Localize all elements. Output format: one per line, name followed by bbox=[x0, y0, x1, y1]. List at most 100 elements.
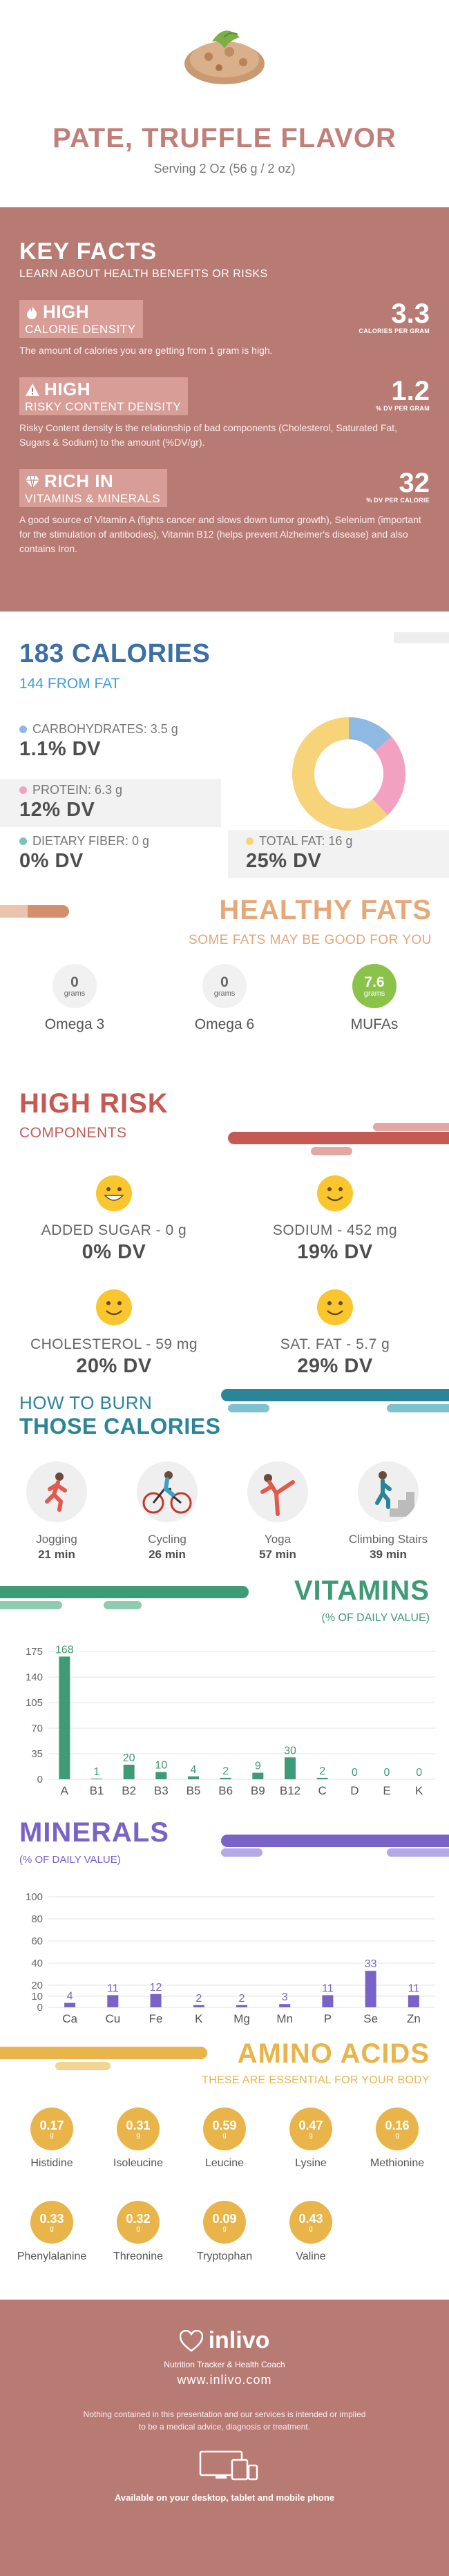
fat-value: 0 bbox=[220, 974, 229, 990]
macro-dv: 0% DV bbox=[19, 850, 84, 872]
amino-value: 0.17 bbox=[39, 2118, 64, 2132]
minerals-title: MINERALS bbox=[19, 1817, 169, 1848]
fat-unit: grams bbox=[213, 989, 236, 998]
activity-name: Yoga bbox=[264, 1533, 292, 1546]
pate-food-image bbox=[184, 30, 265, 84]
donut-slice-protein bbox=[372, 737, 405, 815]
legend-dot bbox=[19, 786, 27, 794]
legend-dot bbox=[19, 837, 27, 845]
amino-acids-section: AMINO ACIDS THESE ARE ESSENTIAL FOR YOUR… bbox=[0, 2038, 449, 2280]
amino-value: 0.32 bbox=[126, 2211, 151, 2226]
decorative-stripe bbox=[394, 632, 449, 643]
serving-size: Serving 2 Oz (56 g / 2 oz) bbox=[153, 162, 296, 176]
amino-acid-isoleucine: 0.31 g Isoleucine bbox=[93, 2108, 183, 2170]
high-risk-section: HIGH RISK COMPONENTS ADDED SUGAR - 0 g 0… bbox=[0, 1071, 449, 1389]
bar-value-label: 4 bbox=[67, 1991, 73, 2002]
macronutrient-donut-chart bbox=[292, 717, 405, 831]
y-tick-label: 20 bbox=[31, 1980, 43, 1991]
macro-row-background bbox=[228, 830, 449, 878]
amino-unit: g bbox=[395, 2131, 399, 2139]
amino-unit: g bbox=[136, 2131, 140, 2139]
key-fact-tag: RICH IN VITAMINS & MINERALS bbox=[19, 469, 168, 507]
grinning-face-icon bbox=[96, 1175, 132, 1211]
key-fact-label: CALORIE DENSITY bbox=[25, 323, 136, 336]
activity-name: Cycling bbox=[148, 1533, 187, 1546]
bar-p bbox=[322, 1995, 334, 2007]
y-tick-label: 140 bbox=[26, 1671, 43, 1683]
bar-value-label: 4 bbox=[191, 1764, 197, 1776]
macro-dv: 25% DV bbox=[246, 850, 322, 872]
risk-dv: 19% DV bbox=[297, 1241, 373, 1263]
bar-value-label: 0 bbox=[416, 1767, 422, 1779]
amino-value: 0.31 bbox=[126, 2118, 151, 2132]
bar-b3 bbox=[155, 1772, 167, 1779]
fat-value-circle: 7.6 grams bbox=[352, 964, 397, 1008]
amino-value: 0.59 bbox=[212, 2118, 237, 2132]
decorative-stripe bbox=[0, 2047, 207, 2059]
risk-saturated-fat: SAT. FAT - 5.7 g 29% DV bbox=[231, 1289, 439, 1378]
amino-value: 0.43 bbox=[298, 2211, 323, 2226]
macro-row-background bbox=[0, 779, 221, 827]
amino-value-circle: 0.43 g bbox=[289, 2201, 332, 2244]
y-tick-label: 80 bbox=[31, 1913, 43, 1925]
decorative-stripe bbox=[55, 2062, 111, 2070]
x-tick-label: Cu bbox=[105, 2012, 120, 2025]
bar-value-label: 2 bbox=[319, 1765, 325, 1777]
macro-dv: 1.1% DV bbox=[19, 738, 101, 760]
bar-value-label: 30 bbox=[284, 1745, 296, 1756]
key-facts-subtitle: LEARN ABOUT HEALTH BENEFITS OR RISKS bbox=[19, 268, 268, 280]
key-fact-description: The amount of calories you are getting f… bbox=[19, 345, 273, 356]
healthy-fats-subtitle: SOME FATS MAY BE GOOD FOR YOU bbox=[189, 933, 432, 947]
fat-omega-3: 0 grams Omega 3 bbox=[33, 964, 116, 1033]
healthy-fats-section: HEALTHY FATS SOME FATS MAY BE GOOD FOR Y… bbox=[0, 884, 449, 1071]
amino-unit: g bbox=[50, 2224, 54, 2233]
cycling-icon bbox=[137, 1461, 198, 1522]
activity-minutes: 26 min bbox=[149, 1548, 186, 1561]
calories-from-fat: 144 FROM FAT bbox=[19, 676, 120, 692]
x-tick-label: A bbox=[61, 1784, 69, 1797]
amino-acids-title: AMINO ACIDS bbox=[237, 2038, 430, 2069]
amino-name: Isoleucine bbox=[113, 2157, 164, 2169]
decorative-stripe bbox=[221, 1848, 262, 1857]
bar-value-label: 2 bbox=[222, 1765, 229, 1777]
bar-value-label: 11 bbox=[107, 1982, 119, 1994]
amino-name: Leucine bbox=[204, 2157, 245, 2169]
bar-mn bbox=[279, 2004, 291, 2007]
jogging-icon bbox=[26, 1461, 87, 1522]
x-tick-label: K bbox=[195, 2012, 203, 2025]
x-tick-label: Se bbox=[363, 2012, 378, 2025]
bar-value-label: 168 bbox=[55, 1644, 74, 1656]
legend-dot bbox=[246, 837, 254, 845]
risk-sodium: SODIUM - 452 mg 19% DV bbox=[231, 1175, 439, 1264]
x-tick-label: Fe bbox=[149, 2012, 163, 2025]
x-tick-label: B9 bbox=[251, 1784, 265, 1797]
decorative-stripe bbox=[228, 1132, 449, 1144]
amino-unit: g bbox=[309, 2224, 313, 2233]
bar-value-label: 0 bbox=[352, 1767, 358, 1779]
amino-name: Lysine bbox=[295, 2157, 327, 2169]
calories-title: 183 CALORIES bbox=[19, 639, 211, 668]
macro-protein: PROTEIN: 6.3 g 12% DV bbox=[19, 783, 122, 822]
key-facts-title: KEY FACTS bbox=[19, 238, 157, 265]
decorative-stripe bbox=[228, 1404, 269, 1412]
amino-acid-phenylalanine: 0.33 g Phenylalanine bbox=[7, 2201, 97, 2263]
bar-value-label: 20 bbox=[123, 1752, 135, 1764]
amino-name: Tryptophan bbox=[196, 2251, 253, 2262]
key-fact-risky-content: HIGH RISKY CONTENT DENSITY 1.2 % DV PER … bbox=[19, 377, 430, 450]
amino-acids-subtitle: THESE ARE ESSENTIAL FOR YOUR BODY bbox=[202, 2074, 430, 2086]
brand-tagline: Nutrition Tracker & Health Coach bbox=[164, 2360, 285, 2369]
y-tick-label: 0 bbox=[37, 1774, 43, 1786]
macro-label: DIETARY FIBER: 0 g bbox=[32, 834, 150, 848]
brand-url[interactable]: www.inlivo.com bbox=[177, 2373, 272, 2387]
amino-unit: g bbox=[222, 2131, 227, 2139]
activity-minutes: 57 min bbox=[259, 1548, 296, 1561]
y-tick-label: 175 bbox=[26, 1646, 43, 1658]
bar-b5 bbox=[188, 1776, 199, 1779]
high-risk-subtitle: COMPONENTS bbox=[19, 1125, 127, 1141]
amino-unit: g bbox=[50, 2131, 54, 2139]
fat-name: MUFAs bbox=[350, 1016, 399, 1032]
key-fact-label: VITAMINS & MINERALS bbox=[25, 492, 161, 505]
bar-a bbox=[59, 1656, 70, 1779]
macro-label: TOTAL FAT: 16 g bbox=[259, 834, 353, 848]
y-tick-label: 40 bbox=[31, 1958, 43, 1969]
